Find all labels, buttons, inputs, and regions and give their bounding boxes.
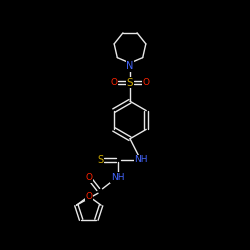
Text: S: S — [97, 155, 103, 165]
Text: NH: NH — [134, 156, 148, 164]
Text: O: O — [143, 78, 150, 87]
Text: O: O — [110, 78, 117, 87]
Text: O: O — [85, 173, 92, 182]
Text: N: N — [126, 61, 134, 71]
Text: S: S — [127, 78, 133, 88]
Text: O: O — [85, 192, 92, 201]
Text: NH: NH — [111, 173, 124, 182]
